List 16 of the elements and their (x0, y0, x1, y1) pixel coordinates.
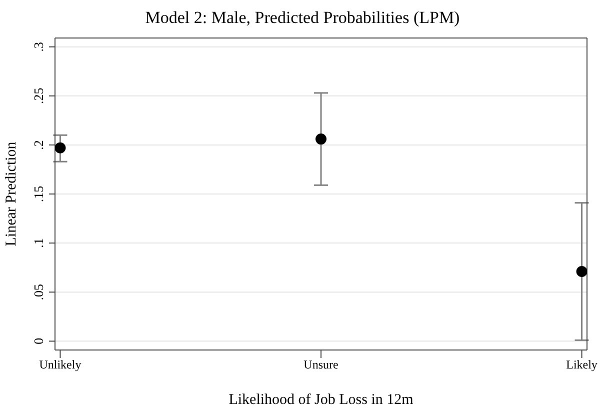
x-tick-label: Unsure (304, 358, 338, 372)
y-tick-label: .2 (31, 140, 46, 150)
y-tick-label: .05 (31, 284, 46, 300)
y-tick-label: .3 (31, 42, 46, 52)
y-tick-label: .25 (31, 88, 46, 104)
chart-title: Model 2: Male, Predicted Probabilities (LPM) (144, 8, 461, 28)
y-tick-label: .15 (31, 186, 46, 202)
point (316, 134, 326, 145)
x-tick-label: Likely (566, 358, 598, 372)
y-tick-label: .1 (31, 238, 46, 248)
x-tick-label: Unlikely (39, 358, 82, 372)
point (576, 266, 587, 278)
y-tick-label: 0 (31, 338, 46, 344)
point (55, 142, 66, 154)
y-axis-title: Linear Prediction (3, 141, 20, 246)
x-axis-title: Likelihood of Job Loss in 12m (228, 392, 414, 408)
